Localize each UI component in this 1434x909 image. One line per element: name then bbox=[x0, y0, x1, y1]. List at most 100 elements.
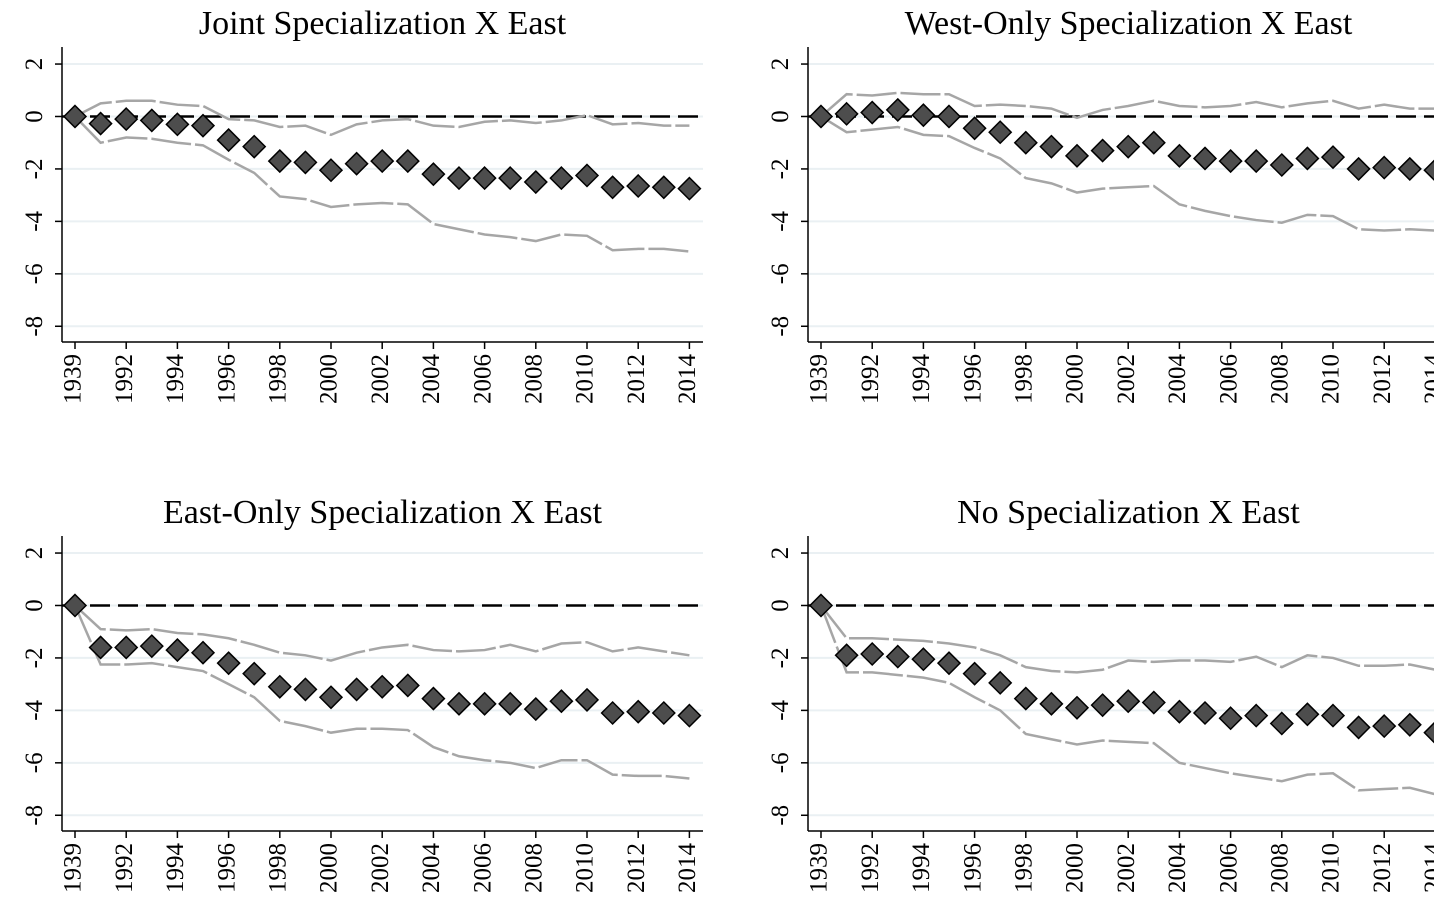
marker bbox=[885, 97, 910, 122]
x-tick-label: 2006 bbox=[1215, 354, 1242, 404]
x-tick-label: 2002 bbox=[367, 843, 394, 893]
x-tick-label: 2004 bbox=[418, 354, 445, 405]
marker bbox=[600, 700, 625, 726]
ci-line bbox=[74, 604, 690, 662]
x-tick-label: 2014 bbox=[1420, 843, 1434, 894]
marker bbox=[1269, 152, 1294, 178]
y-tick-label: 0 bbox=[767, 110, 794, 123]
marker bbox=[62, 104, 88, 129]
marker bbox=[523, 697, 548, 722]
marker bbox=[834, 101, 859, 126]
marker bbox=[651, 175, 676, 200]
ci-line bbox=[73, 604, 690, 780]
x-tick-label: 2006 bbox=[469, 843, 496, 893]
chart-title: Joint Specialization X East bbox=[199, 5, 567, 42]
marker bbox=[1090, 138, 1115, 163]
marker bbox=[88, 635, 113, 660]
marker bbox=[1167, 143, 1192, 168]
x-tick-label: 2000 bbox=[1062, 354, 1089, 404]
marker bbox=[1039, 691, 1064, 716]
x-tick-label: 2006 bbox=[469, 354, 496, 404]
marker bbox=[267, 149, 292, 174]
marker bbox=[1372, 714, 1397, 739]
x-tick-label: 2000 bbox=[316, 354, 343, 404]
marker bbox=[574, 163, 600, 188]
x-tick-label: 2008 bbox=[1267, 354, 1294, 404]
marker bbox=[1090, 693, 1115, 718]
marker bbox=[395, 149, 420, 174]
marker bbox=[1244, 703, 1269, 728]
chart-title: West-Only Specialization X East bbox=[905, 5, 1353, 42]
marker bbox=[1346, 156, 1371, 181]
marker bbox=[1192, 146, 1218, 171]
x-tick-label: 2004 bbox=[1164, 354, 1191, 405]
x-tick-label: 2004 bbox=[418, 843, 445, 894]
marker bbox=[523, 169, 548, 195]
marker bbox=[1116, 134, 1141, 159]
x-tick-label: 2002 bbox=[367, 354, 394, 404]
marker bbox=[911, 647, 936, 672]
y-tick-label: -4 bbox=[767, 699, 794, 720]
x-tick-label: 2012 bbox=[1369, 843, 1396, 893]
marker bbox=[1013, 130, 1038, 155]
ci-line bbox=[74, 99, 690, 137]
marker bbox=[1218, 149, 1243, 174]
x-tick-label: 1939 bbox=[60, 354, 87, 404]
marker bbox=[139, 108, 164, 133]
marker bbox=[651, 700, 676, 726]
marker bbox=[1013, 686, 1038, 711]
x-tick-label: 1939 bbox=[806, 354, 833, 404]
x-tick-label: 2000 bbox=[316, 843, 343, 893]
marker bbox=[1423, 159, 1434, 181]
marker bbox=[1346, 715, 1371, 740]
marker bbox=[574, 687, 600, 712]
marker bbox=[165, 638, 190, 663]
y-tick-label: 0 bbox=[21, 599, 48, 612]
x-tick-label: 1939 bbox=[60, 843, 87, 893]
y-tick-label: -2 bbox=[21, 159, 48, 180]
y-tick-label: -6 bbox=[767, 263, 794, 284]
marker bbox=[190, 640, 216, 665]
x-tick-label: 1998 bbox=[1011, 354, 1038, 404]
x-tick-label: 2008 bbox=[1267, 843, 1294, 893]
marker bbox=[1320, 703, 1346, 728]
x-tick-label: 1939 bbox=[806, 843, 833, 893]
chart-title: No Specialization X East bbox=[957, 494, 1300, 531]
marker bbox=[626, 173, 651, 199]
x-tick-label: 1996 bbox=[213, 354, 240, 404]
y-tick-label: -8 bbox=[767, 805, 794, 826]
x-tick-label: 2002 bbox=[1113, 354, 1140, 404]
marker bbox=[885, 644, 910, 669]
marker bbox=[114, 635, 139, 660]
y-tick-label: -2 bbox=[767, 648, 794, 669]
y-tick-label: -2 bbox=[767, 159, 794, 180]
x-tick-label: 2012 bbox=[623, 843, 650, 893]
x-tick-label: 2012 bbox=[1369, 354, 1396, 404]
marker bbox=[242, 134, 267, 159]
x-tick-label: 1992 bbox=[111, 354, 138, 404]
marker bbox=[962, 661, 987, 686]
ci-line bbox=[820, 115, 1434, 232]
marker bbox=[1244, 149, 1269, 174]
x-tick-label: 2006 bbox=[1215, 843, 1242, 893]
x-tick-label: 1992 bbox=[857, 354, 884, 404]
marker bbox=[1397, 712, 1422, 737]
marker bbox=[344, 677, 369, 702]
marker bbox=[860, 641, 885, 667]
marker bbox=[293, 677, 318, 702]
marker bbox=[677, 176, 702, 201]
x-tick-label: 2010 bbox=[572, 354, 599, 404]
marker bbox=[498, 691, 523, 716]
x-tick-label: 2000 bbox=[1062, 843, 1089, 893]
marker bbox=[1141, 690, 1166, 715]
x-tick-label: 1998 bbox=[265, 354, 292, 404]
marker bbox=[498, 166, 523, 191]
marker bbox=[139, 634, 164, 659]
marker bbox=[988, 670, 1013, 695]
marker bbox=[988, 120, 1013, 145]
x-tick-label: 1996 bbox=[959, 354, 986, 404]
chart-title: East-Only Specialization X East bbox=[163, 494, 603, 531]
y-tick-label: 2 bbox=[21, 58, 48, 71]
